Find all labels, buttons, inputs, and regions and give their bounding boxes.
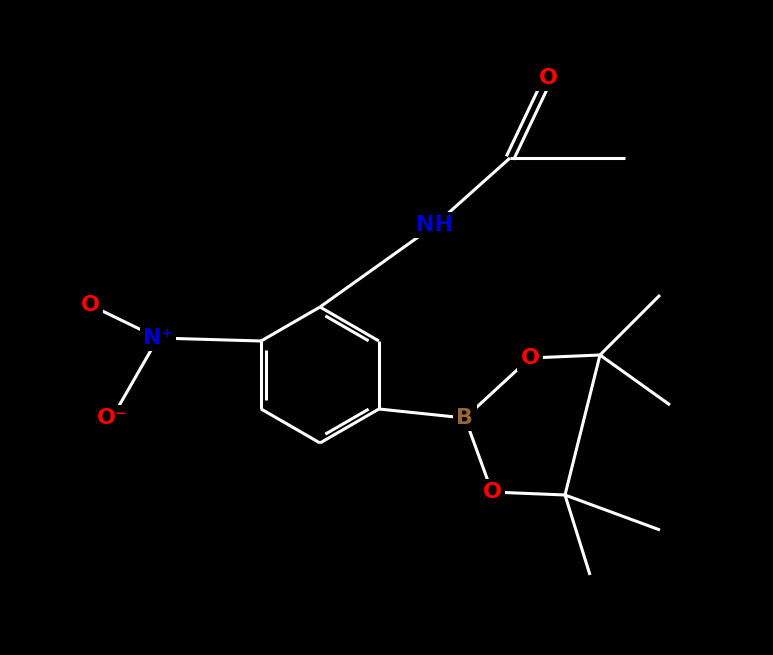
Text: NH: NH — [417, 215, 454, 235]
Text: O: O — [80, 295, 100, 315]
Text: O: O — [539, 68, 557, 88]
Text: B: B — [457, 408, 474, 428]
Text: O⁻: O⁻ — [97, 408, 128, 428]
Text: N⁺: N⁺ — [143, 328, 173, 348]
Text: O: O — [482, 482, 502, 502]
Text: O: O — [520, 348, 540, 368]
